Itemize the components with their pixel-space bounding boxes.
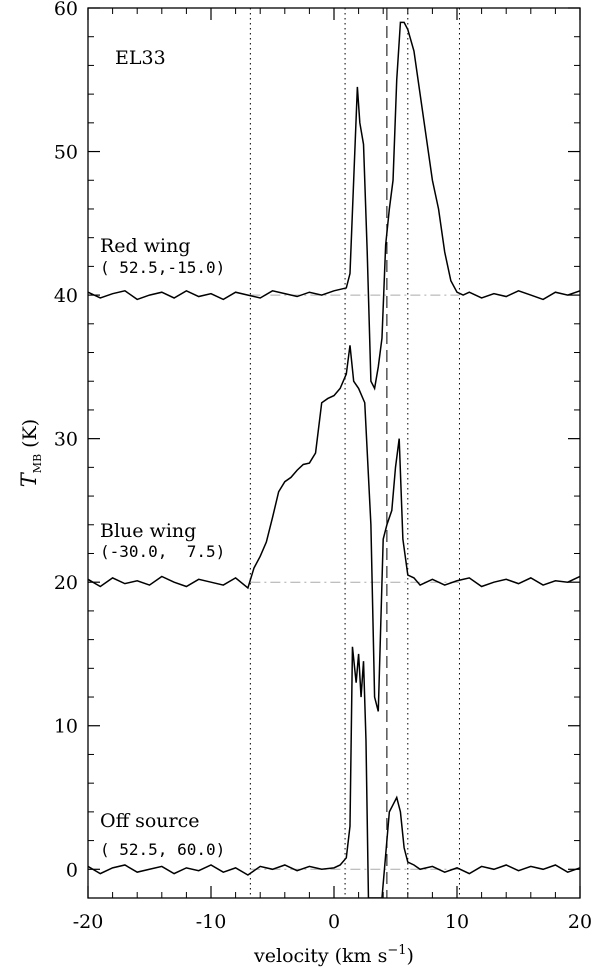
y-tick-label: 30	[54, 429, 78, 451]
x-tick-label: 20	[568, 911, 592, 933]
x-label-end: )	[407, 945, 414, 967]
annotation: (-30.0, 7.5)	[100, 542, 225, 561]
y-tick-label: 60	[54, 0, 78, 20]
y-tick-label: 50	[54, 142, 78, 164]
x-tick-label: -20	[73, 911, 104, 933]
x-axis-label: velocity (km s−1)	[253, 943, 414, 967]
y-tick-label: 40	[54, 285, 78, 307]
annotation: EL33	[115, 47, 166, 69]
x-label-text: velocity (km s	[253, 945, 387, 967]
annotation: ( 52.5, 60.0)	[100, 840, 225, 859]
y-label-sub: MB	[31, 454, 44, 473]
spectrum	[88, 345, 580, 712]
spectrum	[88, 646, 580, 898]
x-tick-label: 10	[445, 911, 469, 933]
annotation: Off source	[100, 810, 200, 832]
y-tick-label: 0	[66, 859, 78, 881]
y-axis-label: TMB (K)	[17, 419, 44, 487]
x-tick-label: -10	[196, 911, 227, 933]
plot-frame	[87, 7, 581, 899]
annotation: ( 52.5,-15.0)	[100, 258, 225, 277]
y-label-unit: (K)	[19, 419, 41, 448]
y-label-symbol: T	[17, 471, 41, 487]
y-tick-label: 20	[54, 572, 78, 594]
spectrum	[88, 21, 580, 391]
annotation: Red wing	[100, 235, 191, 257]
x-tick-label: 0	[328, 911, 340, 933]
y-tick-label: 10	[54, 716, 78, 738]
annotation: Blue wing	[100, 520, 196, 542]
x-label-sup: −1	[387, 943, 406, 958]
